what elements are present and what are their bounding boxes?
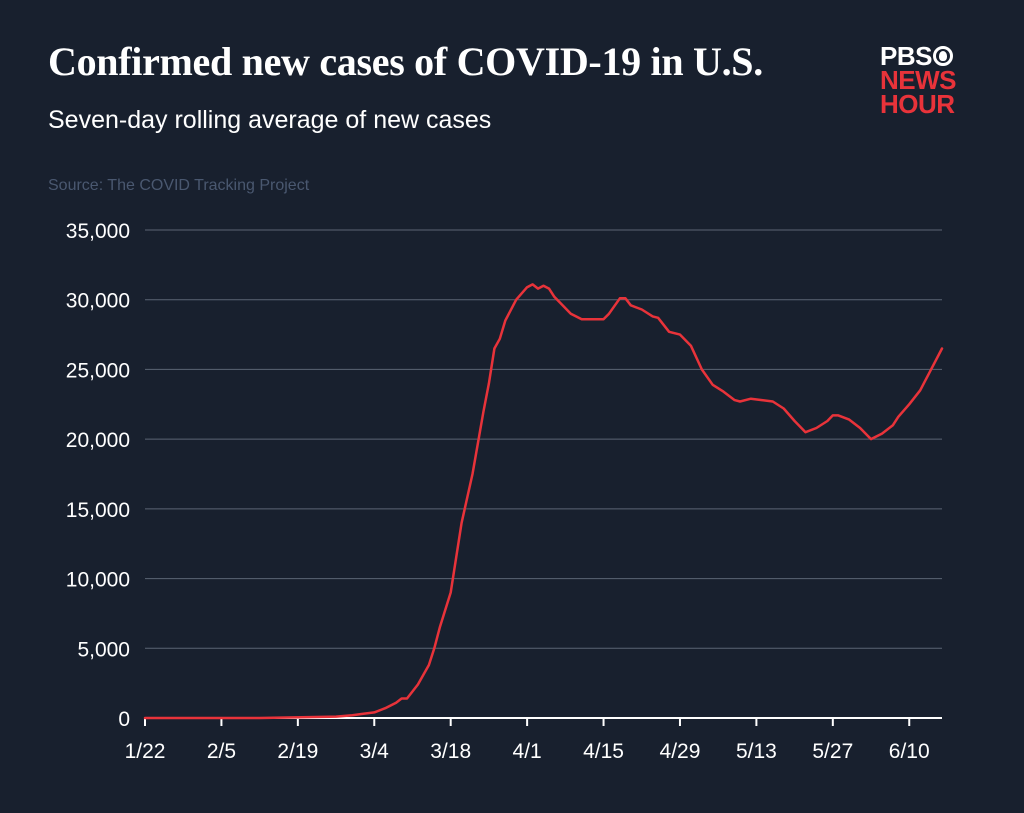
- x-tick-label: 5/13: [736, 740, 777, 763]
- x-axis: 1/22 2/5 2/19 3/4 3/18 4/1 4/15 4/29 5/13 5/27 6/1…: [125, 717, 942, 763]
- source-note: Source: The COVID Tracking Project: [48, 177, 310, 194]
- logo-pbs-text: PBS: [880, 41, 932, 71]
- logo-hour-text: HOUR: [880, 89, 955, 119]
- logo-news-text: NEWS: [880, 65, 957, 95]
- y-tick-label: 5,000: [77, 638, 130, 661]
- x-tick-label: 2/19: [277, 740, 318, 763]
- chart-subtitle: Seven-day rolling average of new cases: [48, 106, 492, 134]
- y-tick-label: 10,000: [66, 569, 130, 592]
- x-tick-label: 3/4: [360, 740, 390, 763]
- chart-title: Confirmed new cases of COVID-19 in U.S.: [48, 39, 763, 84]
- x-tick-label: 4/1: [513, 740, 542, 763]
- y-tick-label: 0: [118, 708, 130, 731]
- series-group: [143, 283, 944, 720]
- x-tick-label: 1/22: [125, 740, 166, 763]
- x-tick-label: 4/29: [660, 740, 701, 763]
- y-tick-label: 30,000: [66, 290, 130, 313]
- series-line: [143, 283, 944, 720]
- y-tick-label: 15,000: [66, 499, 130, 522]
- x-tick-label: 2/5: [207, 740, 236, 763]
- x-tick-label: 4/15: [583, 740, 624, 763]
- y-tick-label: 20,000: [66, 429, 130, 452]
- gridlines: [145, 229, 942, 649]
- x-tick-label: 3/18: [430, 740, 471, 763]
- x-tick-label: 6/10: [889, 740, 930, 763]
- y-tick-label: 25,000: [66, 359, 130, 382]
- x-tick-label: 5/27: [812, 740, 853, 763]
- pbs-head-icon: [932, 46, 953, 66]
- y-axis-ticks: 0 5,000 10,000 15,000 20,000 25,000 30,000 35,0…: [66, 220, 130, 731]
- y-tick-label: 35,000: [66, 220, 130, 243]
- pbs-newshour-logo: PBS NEWS HOUR: [880, 41, 957, 119]
